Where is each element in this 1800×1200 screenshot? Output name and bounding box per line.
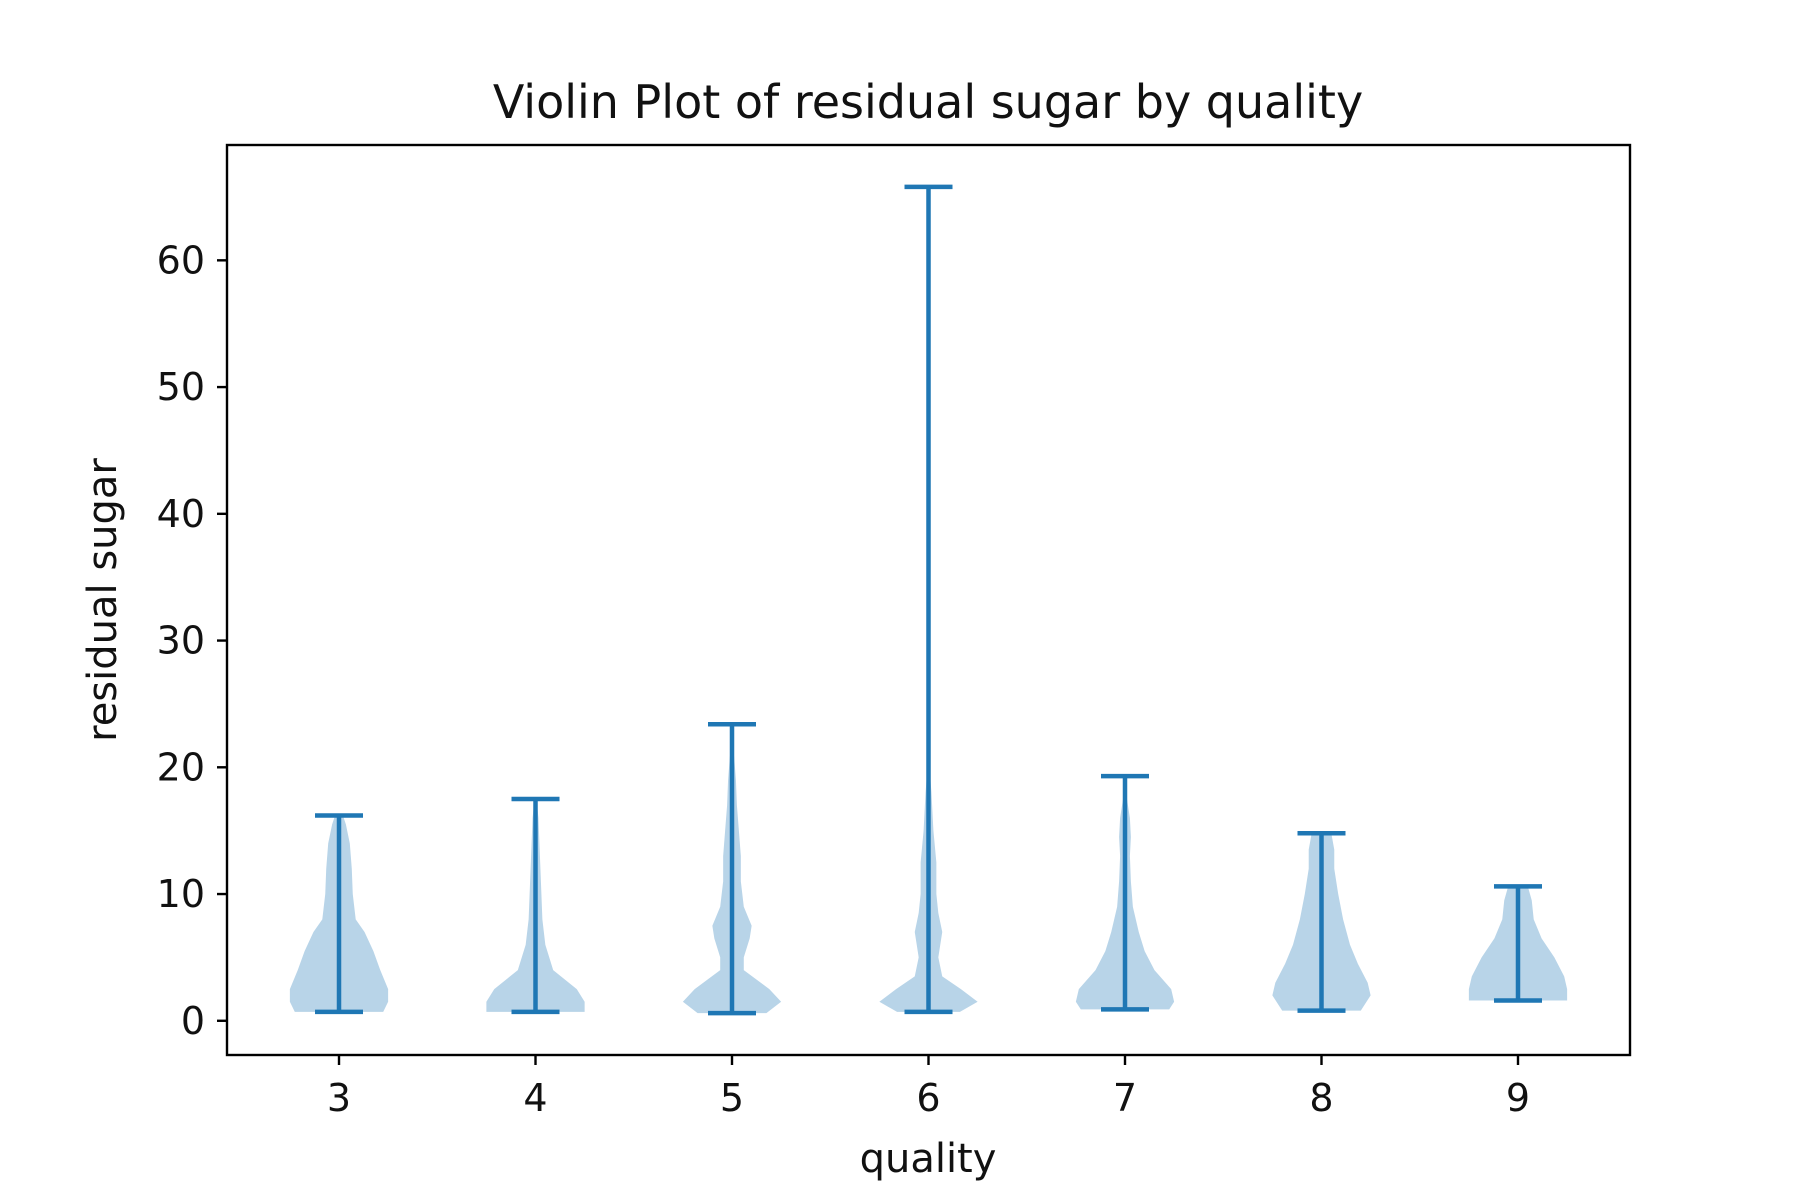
x-tick-label: 6 bbox=[916, 1076, 940, 1120]
y-tick-label: 50 bbox=[157, 365, 205, 409]
violin-8 bbox=[1272, 830, 1371, 1013]
x-axis: 3 4 5 6 7 8 9 bbox=[327, 1055, 1530, 1120]
y-tick-label: 0 bbox=[181, 999, 205, 1043]
x-tick-label: 5 bbox=[720, 1076, 744, 1120]
y-axis: 0 10 20 30 40 50 60 bbox=[157, 238, 227, 1043]
y-tick-label: 10 bbox=[157, 872, 205, 916]
y-tick-label: 30 bbox=[157, 619, 205, 663]
violin-5 bbox=[682, 721, 782, 1016]
violins-layer bbox=[289, 184, 1568, 1016]
x-tick-label: 4 bbox=[523, 1076, 547, 1120]
y-tick-label: 60 bbox=[157, 238, 205, 282]
violin-9 bbox=[1468, 884, 1568, 1003]
violin-3 bbox=[289, 813, 389, 1015]
x-tick-label: 9 bbox=[1506, 1076, 1530, 1120]
x-tick-label: 7 bbox=[1113, 1076, 1137, 1120]
chart-title: Violin Plot of residual sugar by quality bbox=[493, 75, 1363, 129]
violin-4 bbox=[486, 796, 585, 1015]
x-tick-label: 8 bbox=[1309, 1076, 1333, 1120]
y-tick-label: 40 bbox=[157, 492, 205, 536]
violin-7 bbox=[1075, 773, 1175, 1012]
y-tick-label: 20 bbox=[157, 745, 205, 789]
violin-6 bbox=[879, 184, 978, 1015]
x-axis-label: quality bbox=[860, 1136, 997, 1182]
y-axis-label: residual sugar bbox=[80, 458, 126, 742]
x-tick-label: 3 bbox=[327, 1076, 351, 1120]
